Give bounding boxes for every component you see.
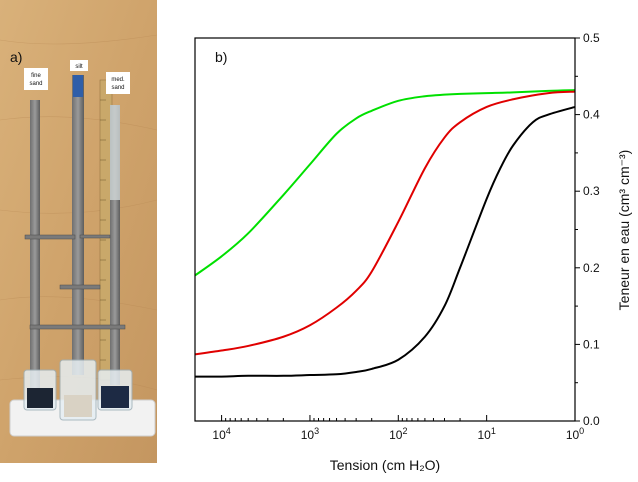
- x-axis-title: Tension (cm H₂O): [330, 457, 440, 473]
- clamp: [79, 234, 111, 239]
- beaker-right-water: [101, 386, 129, 408]
- y-axis-title: Teneur en eau (cm³ cm⁻³): [616, 150, 632, 311]
- y-tick-label-4: 0.3: [583, 184, 600, 198]
- label-medium-sand-line2: sand: [111, 85, 124, 91]
- clamp: [59, 284, 101, 290]
- x-tick-label-5: 100: [566, 426, 584, 442]
- tube-silt-cap: [73, 75, 83, 97]
- label-medium-sand-line1: med.: [111, 77, 125, 83]
- y-tick-label-1: 0.0: [583, 414, 600, 428]
- series-line-2: [194, 90, 576, 356]
- series-line-3: [194, 105, 576, 378]
- tube-silt: [72, 75, 84, 375]
- beaker-left-water: [27, 388, 53, 408]
- retention-curve-chart: 104 103 102 101 100 0.0 0.1 0.2 0.3 0.4 0.5 b) Te…: [194, 31, 632, 473]
- label-card: [106, 72, 130, 94]
- tube-medium-sand: [110, 105, 120, 385]
- series-line-1: [194, 89, 576, 277]
- y-tick-label-6: 0.5: [583, 31, 600, 45]
- x-tick-label-4: 101: [477, 426, 495, 442]
- x-tick-label-1: 104: [212, 426, 230, 442]
- series-layer: [194, 89, 576, 378]
- chart-panel-label: b): [215, 49, 227, 65]
- label-card: [24, 68, 48, 90]
- label-fine-sand-line2: sand: [29, 81, 42, 87]
- clamp: [24, 234, 76, 240]
- label-fine-sand-line1: fine: [31, 73, 41, 79]
- x-tick-label-2: 103: [301, 426, 319, 442]
- x-tick-label-3: 102: [389, 426, 407, 442]
- photo-panel-label: a): [10, 49, 22, 65]
- apparatus-photo: a) fine sand silt med. sand: [0, 0, 157, 463]
- label-silt: silt: [75, 64, 83, 70]
- beaker-middle-water: [64, 395, 92, 417]
- y-tick-label-3: 0.2: [583, 261, 600, 275]
- tube-fine-sand: [30, 100, 40, 390]
- tube-medium-sand-top: [110, 105, 120, 200]
- y-axis-ticks: 0.0 0.1 0.2 0.3 0.4 0.5: [575, 31, 600, 428]
- x-axis-ticks: 104 103 102 101 100: [194, 415, 584, 442]
- y-tick-label-2: 0.1: [583, 337, 600, 351]
- label-card: [70, 60, 88, 71]
- y-tick-label-5: 0.4: [583, 108, 600, 122]
- clamp: [29, 324, 126, 330]
